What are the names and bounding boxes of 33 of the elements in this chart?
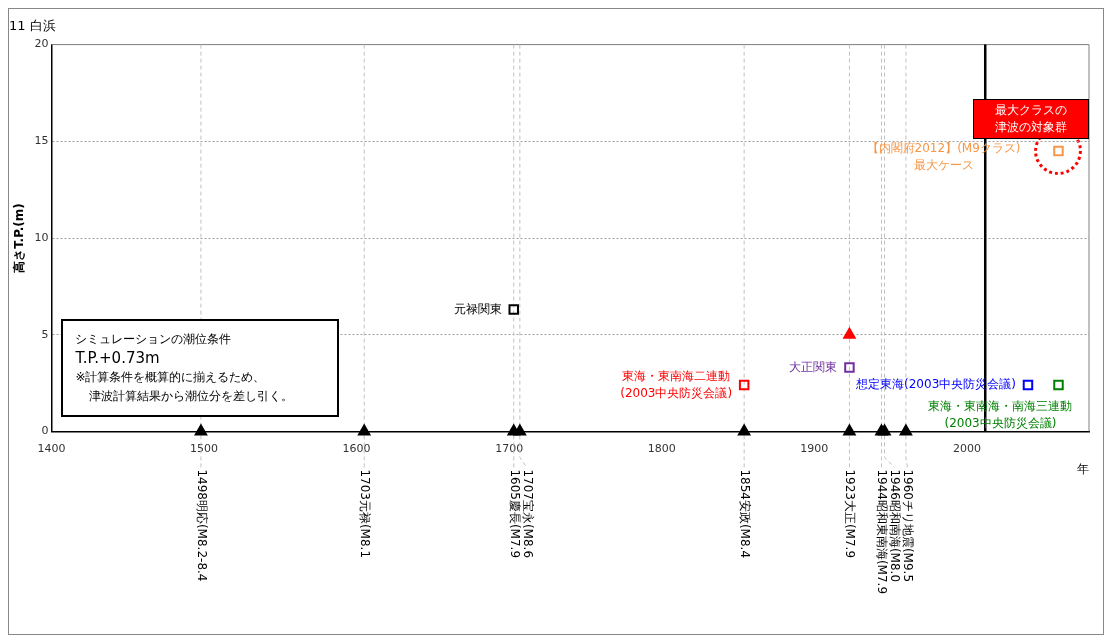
ref-line-label: 1946昭和南海(M8.0 — [888, 469, 903, 583]
x-tick-label: 1700 — [495, 441, 524, 455]
ref-line-label: 1923大正(M7.9 — [843, 469, 858, 559]
x-tick-label: 1900 — [800, 441, 829, 455]
ref-line-label: 1944昭和東南海(M7.9 — [875, 469, 890, 595]
ref-line-label: 1498明応(M8.2-8.4 — [194, 469, 209, 582]
annotation: シミュレーションの潮位条件 — [75, 331, 233, 349]
annotation: 最大クラスの津波の対象群 — [995, 102, 1067, 134]
x-tick-label: 1600 — [342, 441, 371, 455]
x-tick-label: 1500 — [189, 441, 218, 455]
ref-line-label: 1707宝永(M8.6 — [520, 469, 535, 559]
series-label: 大正関東 — [789, 359, 838, 374]
ref-line-label: 1854安政(M8.4 — [738, 469, 753, 559]
callout-box: 最大クラスの津波の対象群 — [973, 98, 1089, 139]
ref-line-label: 1605慶長(M7.9 — [507, 469, 522, 559]
y-tick-label: 20 — [34, 37, 49, 51]
annotation: 津波計算結果から潮位分を差し引く。 — [88, 388, 295, 406]
ref-line-label: 1703元禄(M8.1 — [358, 469, 373, 559]
y-tick-label: 10 — [34, 230, 49, 244]
y-tick-label: 5 — [41, 327, 49, 341]
ref-line-label: 1960チリ地震(M9.5 — [901, 469, 916, 583]
x-tick-label: 2000 — [952, 441, 981, 455]
x-tick-label: 1400 — [37, 441, 66, 455]
annotation: ※計算条件を概算的に揃えるため、 — [75, 369, 267, 387]
series-label: 東海・東南海二連動 (2003中央防災会議) — [620, 368, 733, 400]
chart-title: 11 白浜 — [9, 18, 56, 34]
y-axis-title: 高さT.P.(m) — [12, 203, 27, 273]
x-axis-title: 年 — [1077, 461, 1089, 476]
annotation: T.P.+0.73m — [75, 349, 161, 368]
series-label: 元禄関東 — [453, 301, 502, 316]
x-tick-label: 1800 — [647, 441, 676, 455]
y-tick-label: 15 — [34, 134, 49, 148]
y-tick-label: 0 — [41, 424, 49, 438]
